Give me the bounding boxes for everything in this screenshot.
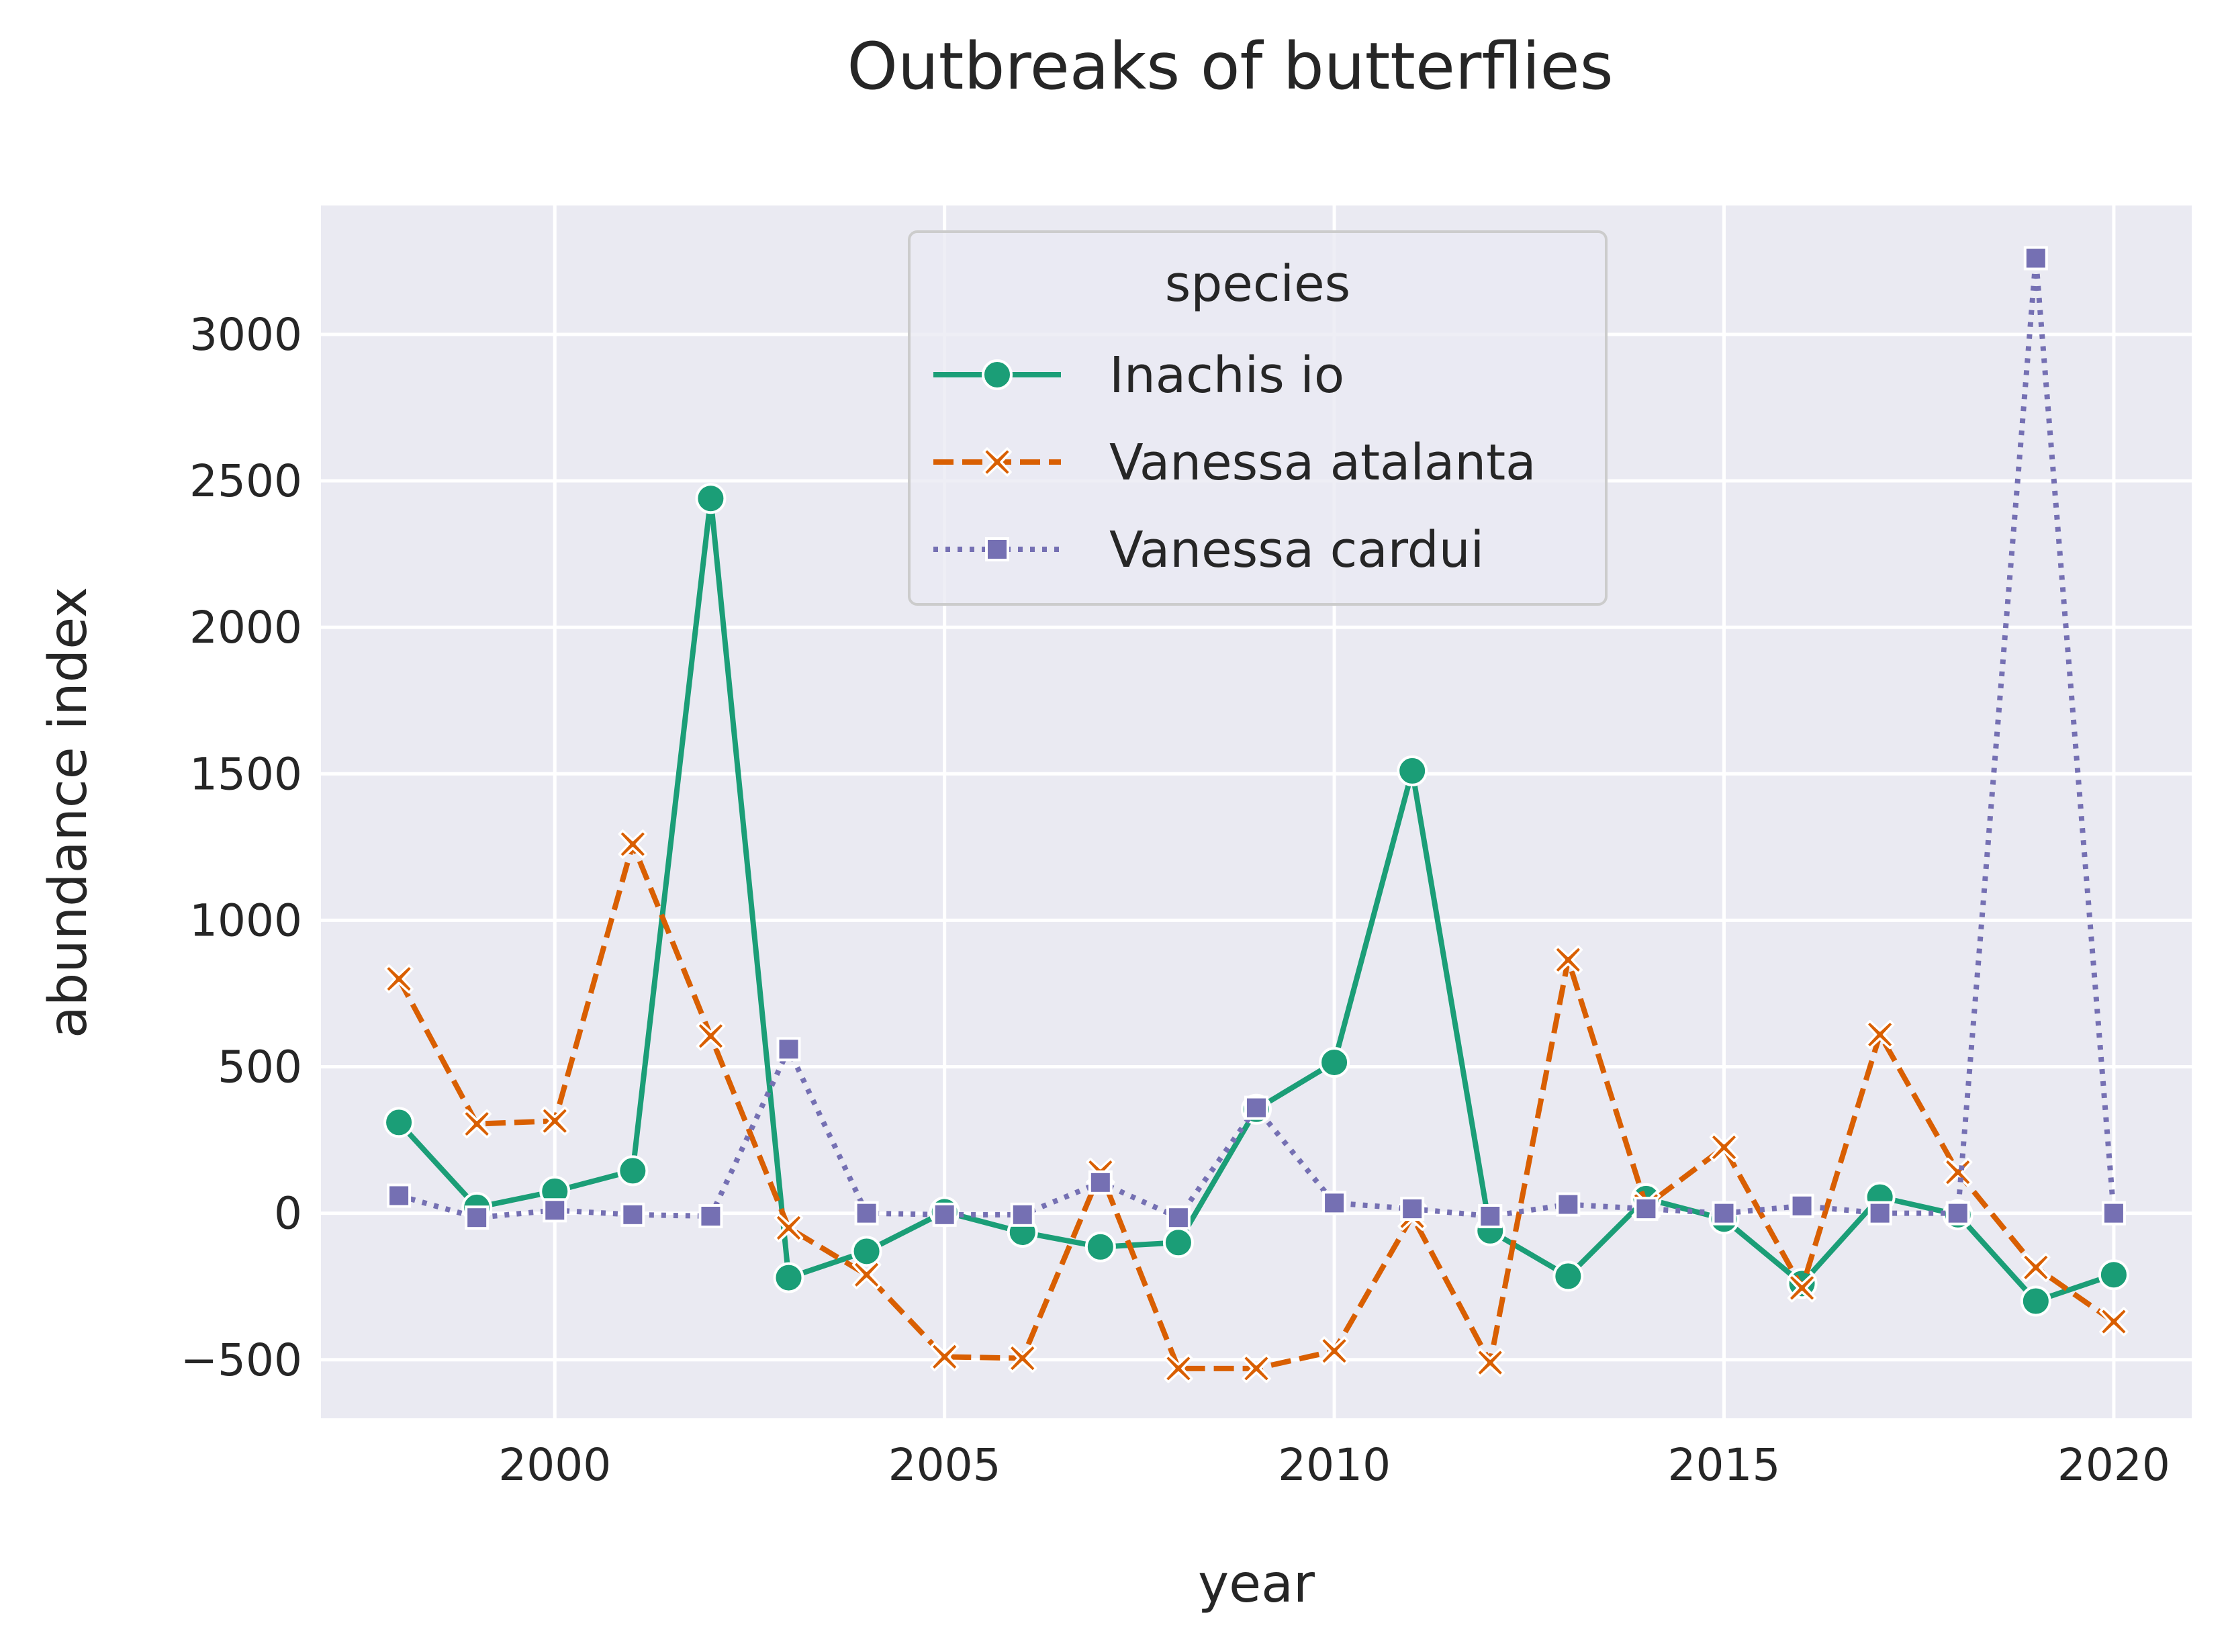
point-marker (2098, 1259, 2129, 1291)
legend-frame (908, 230, 1608, 606)
x-axis-ticks: 2000 2005 2010 2015 2020 (498, 1439, 2170, 1491)
series-group (387, 246, 2126, 1230)
point-marker (2020, 1285, 2051, 1317)
point-marker (982, 447, 1012, 477)
point-marker (1166, 1205, 1191, 1230)
legend-label: Inachis io (1109, 347, 1344, 404)
point-marker (1790, 1193, 1814, 1218)
point-marker (1242, 1354, 1271, 1383)
legend-label: Vanessa atalanta (1109, 434, 1536, 492)
point-marker (1712, 1201, 1736, 1226)
point-marker (1084, 1231, 1116, 1263)
point-marker (1552, 1260, 1584, 1292)
point-marker (1164, 1354, 1193, 1383)
chart-title: Outbreaks of butterflies (847, 29, 1613, 104)
x-tick-label: 2015 (1668, 1439, 1781, 1491)
point-marker (1709, 1132, 1739, 1162)
point-marker (773, 1262, 804, 1293)
point-marker (695, 483, 727, 514)
y-tick-label: 0 (274, 1188, 302, 1240)
legend-label: Vanessa cardui (1109, 521, 1484, 579)
point-marker (2023, 246, 2048, 271)
y-tick-label: 2000 (189, 602, 302, 653)
point-marker (1556, 1192, 1581, 1217)
y-tick-label: −500 (181, 1334, 302, 1386)
point-marker (387, 1183, 412, 1208)
y-tick-label: 3000 (189, 309, 302, 361)
point-marker (982, 359, 1013, 390)
point-marker (1478, 1204, 1503, 1228)
legend-items: Inachis io Vanessa atalanta Vanessa cardui (933, 347, 1536, 579)
point-marker (1943, 1157, 1973, 1187)
point-marker (620, 1202, 645, 1227)
y-axis-ticks: −500 0 500 1000 1500 2000 2500 3000 (181, 309, 302, 1386)
point-marker (540, 1106, 569, 1136)
point-marker (698, 1204, 723, 1228)
y-tick-label: 500 (218, 1042, 302, 1093)
point-marker (2101, 1201, 2126, 1226)
legend-entry: Inachis io (933, 347, 1344, 404)
y-tick-label: 1000 (189, 894, 302, 946)
point-marker (465, 1205, 490, 1230)
point-marker (462, 1109, 492, 1139)
point-marker (1008, 1343, 1037, 1373)
point-marker (932, 1202, 957, 1227)
point-marker (1475, 1348, 1505, 1377)
point-marker (617, 1155, 649, 1187)
legend-title: species (1165, 255, 1350, 313)
point-marker (1088, 1170, 1113, 1195)
point-marker (2021, 1252, 2051, 1283)
legend-entry: Vanessa atalanta (933, 434, 1536, 492)
y-axis-label: abundance index (38, 587, 99, 1038)
point-marker (1244, 1095, 1268, 1120)
point-marker (2099, 1307, 2129, 1336)
point-marker (618, 829, 648, 859)
x-tick-label: 2005 (888, 1439, 1001, 1491)
point-marker (1400, 1197, 1425, 1222)
point-marker (1634, 1197, 1659, 1222)
point-marker (854, 1201, 879, 1226)
point-marker (929, 1342, 960, 1372)
y-tick-label: 2500 (189, 455, 302, 507)
point-marker (1553, 945, 1583, 975)
point-marker (851, 1260, 882, 1289)
y-tick-label: 1500 (189, 748, 302, 800)
point-marker (1867, 1201, 1892, 1226)
point-marker (1319, 1046, 1350, 1078)
point-marker (383, 1107, 415, 1138)
legend-entry: Vanessa cardui (933, 521, 1484, 579)
legend: species Inachis io Vanessa atalanta Vaness… (908, 230, 1608, 606)
point-marker (1787, 1273, 1817, 1303)
series-group (384, 829, 2129, 1383)
point-marker (1945, 1201, 1970, 1226)
x-tick-label: 2000 (498, 1439, 611, 1491)
point-marker (1322, 1191, 1347, 1215)
point-marker (1397, 755, 1428, 786)
series-layer (383, 246, 2129, 1383)
point-marker (696, 1021, 726, 1051)
x-tick-label: 2020 (2057, 1439, 2170, 1491)
x-tick-label: 2010 (1278, 1439, 1391, 1491)
point-marker (774, 1213, 804, 1243)
point-marker (1865, 1019, 1895, 1050)
point-marker (384, 964, 414, 994)
point-marker (776, 1037, 801, 1062)
point-marker (1162, 1227, 1194, 1258)
point-marker (851, 1236, 882, 1267)
point-marker (1319, 1336, 1349, 1366)
point-marker (1010, 1202, 1035, 1227)
x-axis-label: year (1198, 1554, 1315, 1614)
point-marker (985, 537, 1009, 561)
point-marker (543, 1198, 567, 1223)
